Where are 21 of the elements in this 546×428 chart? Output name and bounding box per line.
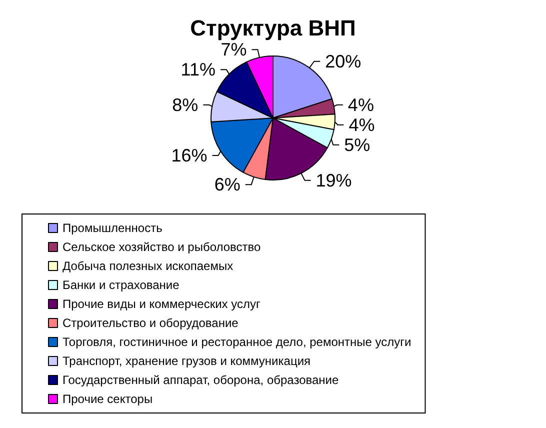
legend-label: Сельское хозяйство и рыболовство (62, 240, 262, 254)
data-label: 4% (348, 114, 375, 135)
legend-label: Строительство и оборудование (62, 316, 239, 330)
data-label: 4% (348, 94, 374, 115)
data-label: 7% (220, 40, 247, 60)
data-label: 16% (171, 146, 208, 166)
legend-label: Прочие секторы (62, 392, 153, 406)
data-label: 19% (316, 170, 352, 190)
legend-label: Прочие виды и коммерческих услуг (62, 297, 261, 311)
legend-label: Транспорт, хранение грузов и коммуникация (62, 354, 311, 368)
data-label: 6% (214, 174, 240, 195)
legend-label: Государственный аппарат, оборона, образование (62, 373, 339, 387)
legend-label: Промышленность (62, 221, 162, 235)
legend-label: Банки и страхование (62, 278, 180, 292)
chart-title: Структура ВНП (190, 16, 356, 40)
data-label: 8% (172, 94, 198, 115)
data-label: 11% (180, 60, 216, 80)
data-label: 20% (325, 51, 362, 72)
legend-label: Торговля, гостиничное и ресторанное дело, ремонтные услуги (62, 335, 412, 349)
data-label: 5% (344, 134, 370, 155)
legend-label: Добыча полезных ископаемых (62, 259, 234, 273)
